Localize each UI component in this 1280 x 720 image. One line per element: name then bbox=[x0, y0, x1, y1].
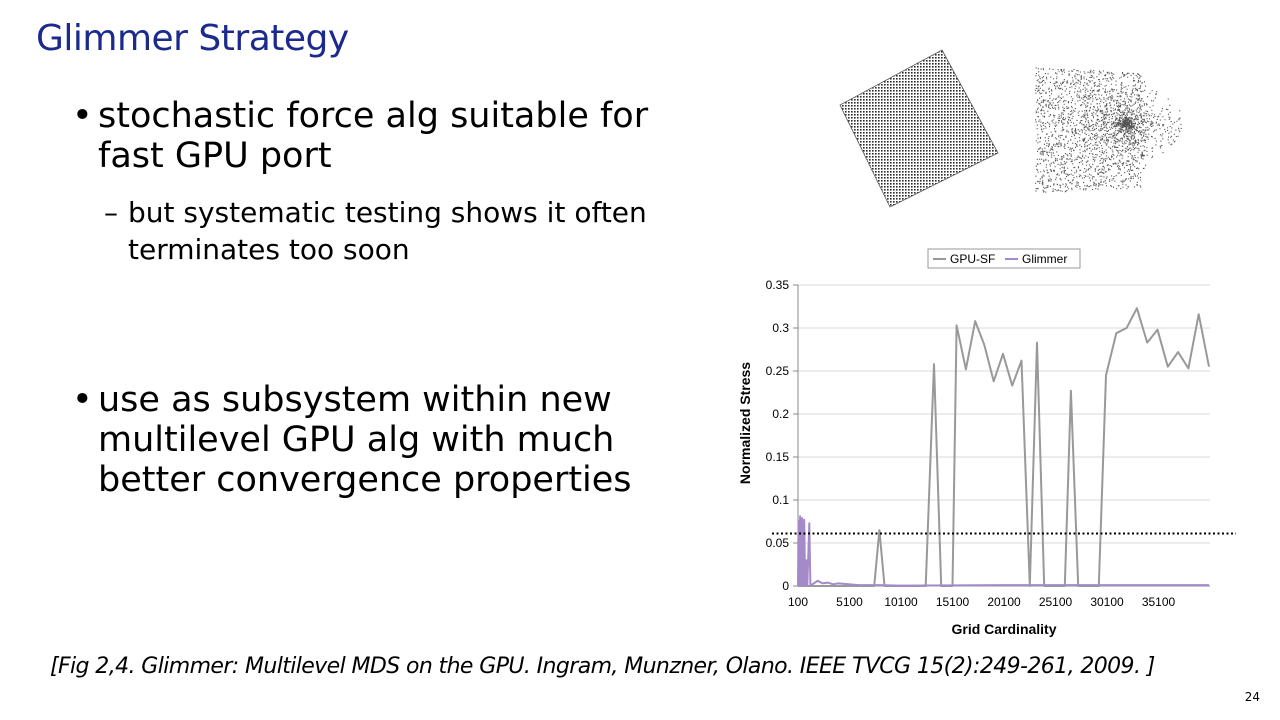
chart-axes: 0 0.05 0.1 0.15 0.2 0.25 0.3 0.35 100 5100 10100 15… bbox=[766, 278, 1210, 609]
bullet-item: • use as subsystem within new multilevel… bbox=[72, 380, 712, 500]
x-tick-label: 25100 bbox=[1039, 595, 1073, 609]
bullet-dot-icon: • bbox=[72, 96, 93, 136]
grid-layout-image bbox=[839, 49, 999, 208]
y-tick-label: 0.15 bbox=[766, 450, 790, 464]
chart-series bbox=[772, 307, 1236, 587]
x-tick-label: 5100 bbox=[836, 595, 863, 609]
chart-legend: GPU-SF Glimmer bbox=[927, 248, 1081, 269]
x-tick-label: 10100 bbox=[884, 595, 918, 609]
x-tick-label: 35100 bbox=[1142, 595, 1176, 609]
y-tick-label: 0.2 bbox=[772, 407, 789, 421]
x-tick-label: 100 bbox=[788, 595, 808, 609]
y-tick-label: 0 bbox=[782, 579, 789, 593]
series-line-gpu-sf bbox=[798, 307, 1210, 587]
citation: [Fig 2,4. Glimmer: Multilevel MDS on the… bbox=[50, 654, 1155, 679]
x-tick-label: 20100 bbox=[987, 595, 1021, 609]
y-axis-label: Normalized Stress bbox=[737, 362, 753, 484]
bullet-dot-icon: • bbox=[72, 380, 93, 420]
y-tick-label: 0.1 bbox=[772, 493, 789, 507]
dash-icon: – bbox=[104, 196, 118, 229]
y-tick-label: 0.05 bbox=[766, 536, 790, 550]
bullet-item: • stochastic force alg suitable for fast… bbox=[72, 96, 712, 176]
y-tick-label: 0.25 bbox=[766, 364, 790, 378]
layout-images bbox=[839, 49, 1182, 208]
x-tick-label: 15100 bbox=[936, 595, 970, 609]
series-line-glimmer bbox=[797, 515, 1209, 587]
scatter-layout-image bbox=[1035, 67, 1182, 193]
scatter-points bbox=[1035, 67, 1182, 193]
bullet-text: use as subsystem within new multilevel G… bbox=[98, 380, 632, 500]
y-tick-label: 0.3 bbox=[772, 321, 789, 335]
y-tick-label: 0.35 bbox=[766, 278, 790, 292]
legend-label: Glimmer bbox=[1022, 252, 1067, 266]
page-number: 24 bbox=[1244, 690, 1260, 704]
bullet-text: stochastic force alg suitable for fast G… bbox=[98, 96, 649, 176]
x-axis-label: Grid Cardinality bbox=[951, 621, 1056, 637]
sub-bullet-text: but systematic testing shows it often te… bbox=[128, 196, 647, 266]
legend-box bbox=[927, 248, 1081, 269]
page-title: Glimmer Strategy bbox=[36, 18, 349, 59]
x-tick-label: 30100 bbox=[1090, 595, 1124, 609]
chart-grid bbox=[798, 284, 1210, 544]
stress-chart: GPU-SF Glimmer 0 0.05 0.1 0.15 0.2 0.25 0.3 0.3… bbox=[737, 248, 1236, 637]
sub-bullet-item: – but systematic testing shows it often … bbox=[104, 194, 664, 268]
legend-label: GPU-SF bbox=[950, 252, 995, 266]
